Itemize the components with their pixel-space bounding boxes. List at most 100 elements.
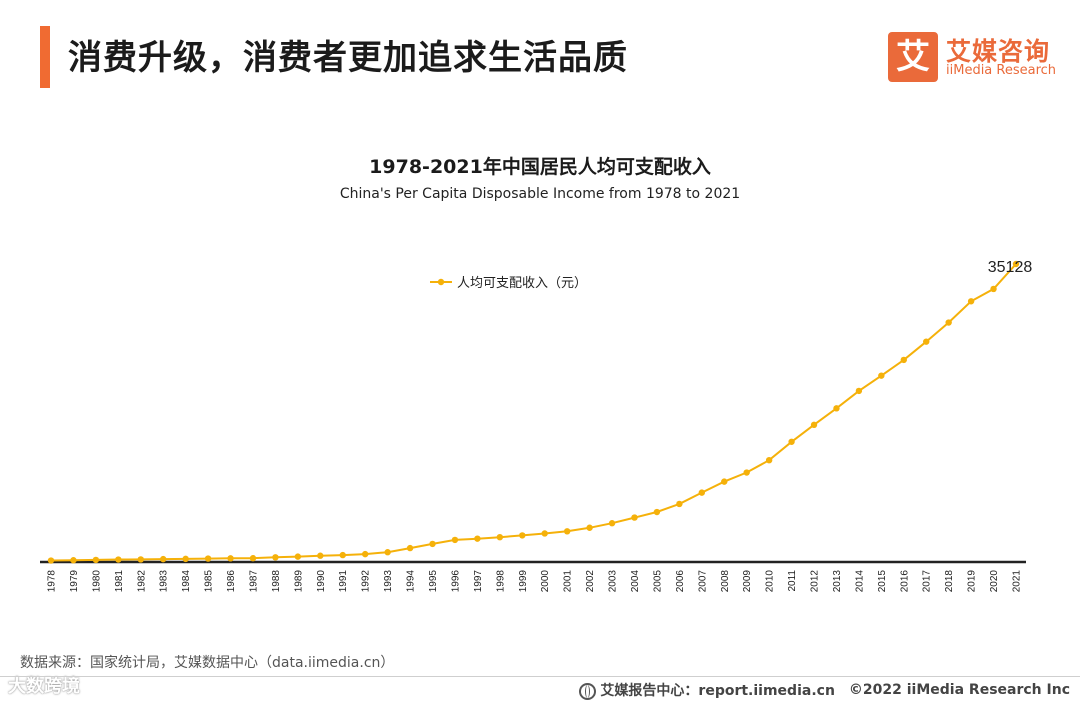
- x-tick-label-1985: 1985: [204, 570, 215, 593]
- data-point-1985: [204, 555, 212, 562]
- x-tick-label-2012: 2012: [810, 570, 821, 593]
- watermark: 大数跨境: [8, 676, 80, 697]
- x-tick-label-1997: 1997: [473, 570, 484, 593]
- x-tick-label-2011: 2011: [787, 570, 798, 592]
- x-tick-label-1989: 1989: [293, 570, 304, 593]
- data-point-1978: [47, 557, 55, 564]
- x-tick-label-2006: 2006: [675, 570, 686, 593]
- logo-name-cn: 艾媒咨询: [946, 37, 1051, 66]
- data-point-1996: [451, 536, 459, 544]
- x-tick-label-2009: 2009: [742, 570, 753, 593]
- data-point-1986: [227, 555, 234, 562]
- x-tick-label-2010: 2010: [765, 570, 776, 593]
- data-point-1995: [429, 540, 436, 548]
- data-point-2015: [878, 372, 885, 379]
- copyright: ©2022 iiMedia Research Inc: [848, 682, 1070, 698]
- data-point-1988: [272, 554, 279, 561]
- chart-subtitle: China's Per Capita Disposable Income fro…: [339, 186, 741, 202]
- data-point-1989: [294, 553, 302, 560]
- x-tick-label-2002: 2002: [585, 570, 596, 593]
- data-point-1992: [361, 550, 369, 558]
- x-tick-label-2014: 2014: [854, 570, 865, 593]
- data-point-1982: [137, 556, 144, 563]
- data-point-2013: [833, 405, 840, 412]
- x-tick-label-2015: 2015: [877, 570, 888, 593]
- x-tick-label-1990: 1990: [316, 570, 327, 593]
- x-tick-label-1979: 1979: [69, 570, 80, 593]
- x-tick-label-2000: 2000: [540, 570, 551, 593]
- x-tick-label-1986: 1986: [226, 570, 237, 593]
- data-point-2017: [923, 338, 930, 345]
- x-tick-label-2007: 2007: [697, 570, 708, 593]
- title-accent-bar: [40, 26, 50, 88]
- line-chart: 1978 1979 1980 1981 1982 1983 1984 1985 1986 1987…: [40, 259, 1033, 593]
- legend-label: 人均可支配收入（元）: [457, 276, 587, 291]
- x-tick-label-2017: 2017: [922, 570, 933, 593]
- x-tick-label-1998: 1998: [495, 570, 506, 593]
- x-tick-label-1991: 1991: [338, 570, 349, 593]
- x-tick-label-2018: 2018: [944, 570, 955, 593]
- footer-divider: [0, 676, 1080, 677]
- x-tick-label-1993: 1993: [383, 570, 394, 593]
- x-tick-label-2016: 2016: [899, 570, 910, 593]
- iimedia-logo: 艾 艾媒咨询 iiMedia Research: [888, 32, 1058, 82]
- x-tick-label-2003: 2003: [608, 570, 619, 593]
- data-point-1981: [115, 556, 122, 563]
- x-tick-label-1999: 1999: [518, 570, 529, 593]
- data-point-1984: [182, 555, 189, 563]
- data-point-1987: [249, 555, 257, 562]
- data-point-1998: [496, 533, 504, 541]
- data-point-2005: [653, 508, 661, 516]
- x-tick-label-2001: 2001: [563, 570, 574, 593]
- data-point-1994: [406, 544, 414, 552]
- data-point-2001: [563, 528, 571, 535]
- x-tick-label-1981: 1981: [114, 570, 125, 593]
- x-tick-label-1980: 1980: [91, 570, 102, 593]
- data-point-2003: [608, 520, 616, 527]
- data-point-2011: [788, 438, 795, 445]
- page-title: 消费升级，消费者更加追求生活品质: [68, 38, 628, 78]
- data-point-1979: [70, 557, 77, 564]
- report-center[interactable]: 艾媒报告中心：report.iimedia.cn: [579, 680, 835, 700]
- data-point-2000: [541, 530, 548, 537]
- x-tick-label-1982: 1982: [136, 570, 147, 593]
- data-point-2006: [676, 500, 683, 508]
- data-point-2007: [698, 489, 706, 496]
- data-point-1980: [92, 556, 100, 564]
- data-point-2012: [810, 421, 818, 429]
- data-label-2021: 35128: [988, 259, 1033, 276]
- data-point-2021: [1012, 260, 1020, 268]
- footer: 艾媒报告中心：report.iimedia.cn ©2022 iiMedia R…: [579, 680, 1070, 700]
- data-point-2010: [765, 456, 773, 464]
- logo-mark: 艾: [888, 32, 938, 82]
- x-tick-label-2004: 2004: [630, 570, 641, 593]
- series-line: [50, 263, 1017, 562]
- x-tick-label-1987: 1987: [248, 570, 259, 593]
- x-tick-label-2008: 2008: [720, 570, 731, 593]
- x-tick-label-1995: 1995: [428, 570, 439, 593]
- data-point-1991: [339, 551, 346, 559]
- data-point-2019: [967, 298, 975, 305]
- data-point-1990: [317, 552, 324, 559]
- report-site-text: 艾媒报告中心：report.iimedia.cn: [600, 683, 835, 699]
- data-point-2004: [631, 514, 638, 521]
- x-tick-label-1988: 1988: [271, 570, 282, 593]
- data-point-2014: [855, 387, 863, 395]
- data-point-2018: [945, 319, 952, 326]
- globe-icon: [579, 682, 597, 700]
- legend-marker: [437, 278, 445, 286]
- x-tick-label-1984: 1984: [181, 570, 192, 593]
- data-point-1999: [519, 532, 526, 539]
- x-tick-label-2019: 2019: [967, 570, 978, 593]
- x-tick-label-2005: 2005: [652, 570, 663, 593]
- data-point-1983: [160, 555, 167, 563]
- data-source-note: 数据来源：国家统计局，艾媒数据中心（data.iimedia.cn）: [20, 655, 395, 671]
- data-point-2020: [990, 285, 997, 293]
- data-point-2008: [721, 478, 728, 485]
- x-tick-label-2013: 2013: [832, 570, 843, 593]
- x-tick-label-1992: 1992: [361, 570, 372, 593]
- data-point-2009: [743, 469, 750, 476]
- x-tick-label-2020: 2020: [989, 570, 1000, 593]
- data-point-1993: [384, 549, 391, 556]
- x-tick-label-1978: 1978: [47, 570, 58, 593]
